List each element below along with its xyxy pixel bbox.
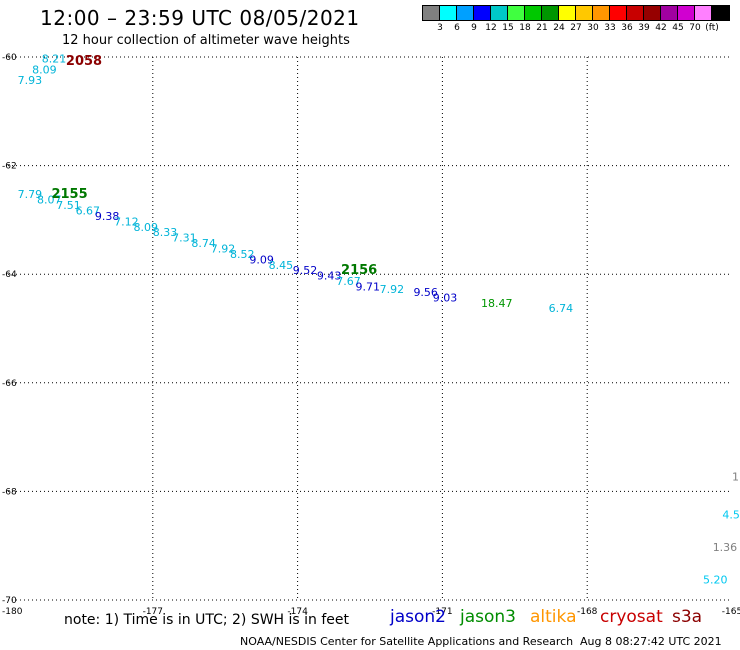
y-tick-label: -64 [2, 270, 17, 280]
legend-label: 27 [570, 23, 582, 33]
wave-height-value: 9.43 [317, 270, 342, 283]
wave-height-value: 9.71 [356, 280, 381, 293]
legend-label: 30 [587, 23, 599, 33]
wave-height-value: 8.07 [37, 194, 62, 207]
wave-height-value: 7.79 [18, 188, 43, 201]
wave-height-value: 5.20 [703, 574, 728, 587]
wave-height-value: 8.21 [42, 52, 67, 65]
legend-swatches [422, 5, 730, 21]
legend-label: 39 [638, 23, 650, 33]
pass-time-label: 2156 [341, 263, 377, 278]
wave-height-value: 9.38 [95, 210, 120, 223]
satellite-jason3: jason3 [460, 607, 516, 627]
y-tick-label: -66 [2, 379, 17, 389]
wave-height-value: 9.52 [293, 264, 318, 277]
color-legend: 3 6 9 12 15 18 21 24 27 30 33 36 39 42 45 70 (ft) [422, 5, 730, 35]
page-subtitle: 12 hour collection of altimeter wave hei… [62, 33, 350, 48]
satellite-jason2: jason2 [390, 607, 446, 627]
legend-swatch [542, 6, 559, 20]
legend-label: 21 [536, 23, 548, 33]
page-title: 12:00 – 23:59 UTC 08/05/2021 [40, 6, 360, 30]
legend-labels: 3 6 9 12 15 18 21 24 27 30 33 36 39 42 45 70 (ft) [422, 21, 730, 35]
legend-swatch [610, 6, 627, 20]
wave-height-value: 6.74 [549, 302, 574, 315]
footer-note: note: 1) Time is in UTC; 2) SWH is in fe… [64, 612, 350, 628]
legend-label: (ft) [705, 23, 719, 33]
timestamp-text: Aug 8 08:27:42 UTC 2021 [580, 635, 722, 648]
wave-height-value: 9.03 [433, 291, 458, 304]
y-tick-label: -62 [2, 162, 17, 172]
legend-swatch [491, 6, 508, 20]
legend-swatch [576, 6, 593, 20]
legend-swatch [593, 6, 610, 20]
legend-label: 15 [502, 23, 514, 33]
legend-swatch [695, 6, 712, 20]
legend-swatch [661, 6, 678, 20]
legend-label: 9 [471, 23, 477, 33]
satellite-s3a: s3a [672, 607, 703, 627]
x-tick-label: -174 [287, 607, 308, 617]
legend-label: 6 [454, 23, 460, 33]
legend-swatch [627, 6, 644, 20]
legend-label: 33 [604, 23, 616, 33]
wave-height-value: 8.09 [32, 63, 57, 76]
y-tick-label: -70 [2, 596, 17, 606]
wave-height-value: 8.09 [133, 221, 158, 234]
wave-height-value: 7.93 [18, 74, 43, 87]
y-tick-label: -68 [2, 487, 17, 497]
wave-height-value: 7.92 [380, 283, 405, 296]
wave-height-value: 18.47 [481, 297, 512, 310]
x-tick-label: -171 [432, 607, 452, 617]
wave-height-value: 7.92 [211, 242, 236, 255]
wave-height-value: 7.31 [172, 232, 197, 245]
legend-swatch [474, 6, 491, 20]
wave-height-value: 7.67 [336, 275, 361, 288]
pass-time-label: 2155 [51, 187, 87, 202]
x-tick-label: -165 [722, 607, 740, 617]
wave-height-value: 8.33 [153, 226, 178, 239]
legend-swatch [440, 6, 457, 20]
legend-label: 18 [519, 23, 531, 33]
wave-height-value: 8.45 [269, 259, 294, 272]
y-tick-label: -60 [2, 53, 17, 63]
legend-swatch [559, 6, 576, 20]
wave-height-value: 4.5 [722, 509, 740, 522]
wave-height-value: 1 [732, 471, 739, 484]
x-tick-label: -180 [2, 607, 23, 617]
x-tick-label: -168 [577, 607, 598, 617]
wave-height-value: 6.67 [76, 204, 101, 217]
legend-label: 3 [437, 23, 443, 33]
pass-time-label: 2058 [66, 54, 102, 69]
wave-height-value: 8.52 [230, 248, 255, 261]
legend-label: 24 [553, 23, 565, 33]
wave-height-value: 7.51 [56, 199, 80, 212]
legend-swatch [678, 6, 695, 20]
legend-swatch [525, 6, 542, 20]
legend-label: 45 [672, 23, 684, 33]
wave-height-value: 9.09 [249, 253, 273, 266]
x-tick-label: -177 [143, 607, 163, 617]
legend-label: 36 [621, 23, 633, 33]
wave-height-value: 9.56 [413, 286, 438, 299]
satellite-altika: altika [530, 607, 577, 627]
legend-swatch [644, 6, 661, 20]
legend-label: 42 [655, 23, 667, 33]
legend-swatch [457, 6, 474, 20]
legend-swatch [423, 6, 440, 20]
wave-height-value: 7.12 [114, 215, 139, 228]
satellite-cryosat: cryosat [600, 607, 663, 627]
legend-swatch [508, 6, 525, 20]
legend-label: 12 [485, 23, 497, 33]
wave-height-value: 1.36 [713, 541, 738, 554]
credit-text: NOAA/NESDIS Center for Satellite Applica… [240, 635, 574, 648]
legend-swatch [712, 6, 729, 20]
legend-label: 70 [689, 23, 701, 33]
wave-height-value: 8.74 [191, 237, 216, 250]
